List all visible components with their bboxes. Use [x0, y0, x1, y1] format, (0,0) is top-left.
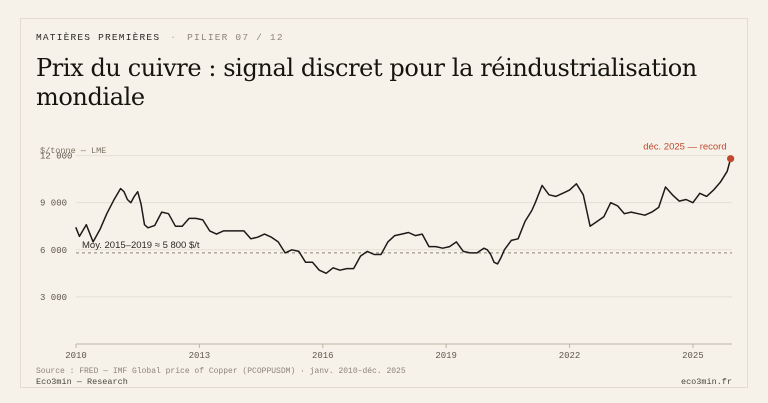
x-axis-layer: 2010 2013 2016 2019 2022 2025	[65, 343, 732, 361]
footer-site-link[interactable]: eco3min.fr	[680, 377, 732, 387]
series-layer	[75, 157, 732, 275]
page-title: Prix du cuivre : signal discret pour la …	[36, 54, 697, 111]
y-tick-label: 12 000	[40, 152, 72, 162]
x-tick-label: 2016	[312, 351, 334, 361]
kicker-category: MATIÈRES PREMIÈRES	[36, 32, 161, 43]
x-tick-label: 2025	[682, 351, 704, 361]
card-frame	[20, 18, 748, 388]
y-tick-label: 3 000	[40, 293, 67, 303]
highlight-layer: déc. 2025 — record	[643, 142, 735, 163]
record-point	[727, 155, 735, 163]
reference-layer: Moy. 2015–2019 ≈ 5 800 $/t	[76, 240, 732, 254]
price-series-line	[75, 157, 732, 275]
y-axis-label: $/tonne — LME	[40, 146, 107, 156]
kicker-separator: ·	[170, 32, 178, 43]
x-tick-label: 2013	[189, 351, 211, 361]
x-tick-label: 2019	[435, 351, 457, 361]
y-tick-label: 6 000	[40, 246, 67, 256]
footer-brand: Eco3min — Research	[36, 377, 128, 387]
kicker: MATIÈRES PREMIÈRES · PILIER 07 / 12	[36, 32, 284, 43]
grid-layer: 3 000 6 000 9 000 12 000	[40, 152, 732, 303]
x-tick-label: 2022	[559, 351, 581, 361]
y-tick-label: 9 000	[40, 199, 67, 209]
kicker-pillar: PILIER 07 / 12	[187, 32, 284, 43]
x-tick-label: 2010	[65, 351, 87, 361]
reference-label: Moy. 2015–2019 ≈ 5 800 $/t	[82, 240, 200, 251]
source-note: Source : FRED — IMF Global price of Copp…	[36, 367, 406, 376]
record-label: déc. 2025 — record	[643, 142, 726, 153]
